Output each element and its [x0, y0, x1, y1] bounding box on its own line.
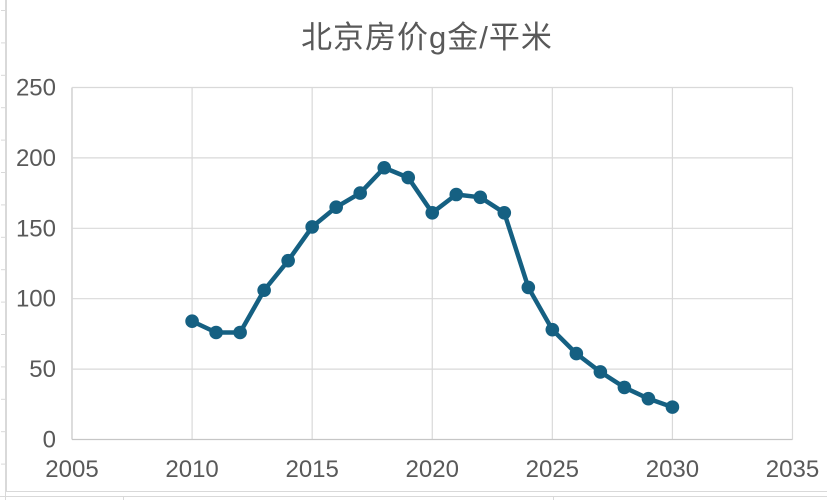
x-axis-label: 2005 [45, 456, 98, 483]
data-point[interactable] [449, 187, 464, 202]
data-point[interactable] [665, 400, 680, 414]
data-point[interactable] [209, 325, 223, 340]
data-point[interactable] [401, 170, 416, 185]
data-point[interactable] [593, 365, 608, 379]
data-point[interactable] [497, 206, 512, 220]
data-point[interactable] [521, 280, 536, 295]
data-point[interactable] [353, 186, 368, 200]
y-axis-label: 0 [43, 427, 56, 454]
x-axis-label: 2035 [766, 456, 819, 483]
data-point[interactable] [641, 391, 656, 406]
data-point[interactable] [305, 220, 319, 234]
data-point[interactable] [425, 206, 440, 220]
x-axis-label: 2025 [526, 456, 579, 483]
x-axis-label: 2020 [406, 456, 459, 483]
x-axis-label: 2010 [165, 456, 218, 483]
data-point[interactable] [233, 325, 247, 340]
data-point[interactable] [377, 160, 392, 175]
data-point[interactable] [473, 190, 488, 205]
data-point[interactable] [281, 253, 295, 268]
chart-title[interactable]: 北京房价g金/平米 [301, 20, 553, 55]
data-point[interactable] [545, 322, 560, 337]
x-axis-label: 2030 [646, 456, 699, 483]
y-axis-label: 250 [16, 75, 56, 102]
y-axis-label: 100 [16, 286, 56, 313]
data-point[interactable] [569, 346, 584, 361]
x-axis-label: 2015 [285, 456, 338, 483]
y-axis-label: 50 [29, 356, 56, 383]
data-point[interactable] [185, 314, 199, 329]
data-point[interactable] [257, 283, 271, 298]
y-axis-label: 150 [16, 215, 56, 242]
data-point[interactable] [617, 380, 632, 395]
data-point[interactable] [329, 200, 343, 214]
chart-object[interactable] [6, 0, 827, 492]
y-axis-label: 200 [16, 145, 56, 172]
